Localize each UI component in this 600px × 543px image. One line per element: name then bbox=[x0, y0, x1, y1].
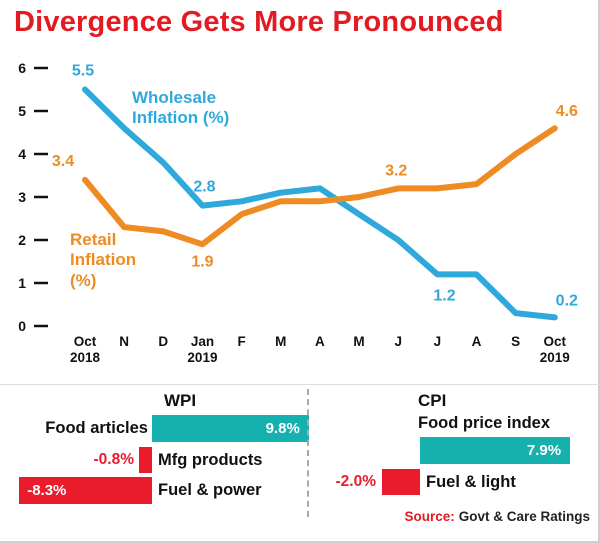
retail-series-label: Retail Inflation (%) bbox=[70, 230, 137, 290]
cpi-title: CPI bbox=[418, 391, 447, 410]
x-axis-tick-label: Jan 2019 bbox=[187, 334, 217, 365]
wpi-title: WPI bbox=[163, 391, 197, 410]
x-axis-tick-label: N bbox=[119, 334, 129, 349]
wpi-value-mfg-products: -0.8% bbox=[93, 451, 135, 468]
y-axis-tick-label: 3 bbox=[18, 189, 26, 205]
wpi-category-fuel-power: Fuel & power bbox=[158, 481, 262, 499]
y-axis-tick-label: 2 bbox=[18, 232, 26, 248]
wholesale-inflation-line bbox=[82, 86, 558, 321]
cpi-value-food-price-index: 7.9% bbox=[526, 442, 562, 459]
wpi-value-food-articles: 9.8% bbox=[265, 420, 300, 437]
source-label: Source: bbox=[404, 509, 455, 524]
source-note: Source: Govt & Care Ratings bbox=[404, 509, 590, 524]
x-axis-tick-label: A bbox=[472, 334, 482, 349]
wpi-category-mfg-products: Mfg products bbox=[158, 451, 263, 469]
x-axis-tick-label: M bbox=[353, 334, 364, 349]
x-axis-tick-label: Oct 2019 bbox=[540, 334, 570, 365]
wholesale-series-label: Wholesale Inflation (%) bbox=[132, 88, 230, 128]
data-point-value-label: 4.6 bbox=[556, 103, 578, 120]
data-point-value-label: 3.4 bbox=[52, 153, 74, 170]
y-axis-tick-label: 5 bbox=[18, 103, 26, 119]
x-axis-tick-label: Oct 2018 bbox=[70, 334, 101, 365]
wpi-value-fuel-power: -8.3% bbox=[27, 482, 67, 499]
panel-divider bbox=[307, 389, 309, 517]
bar-charts-section: WPI Food articles 9.8% -0.8% Mfg product… bbox=[0, 384, 600, 543]
cpi-bar-fuel-light bbox=[382, 469, 420, 495]
data-point-value-label: 2.8 bbox=[193, 179, 215, 196]
x-axis-tick-label: A bbox=[315, 334, 325, 349]
y-axis-tick-label: 4 bbox=[18, 146, 26, 162]
wpi-bar-food-articles: 9.8% bbox=[152, 415, 309, 442]
page-title: Divergence Gets More Pronounced bbox=[14, 6, 504, 38]
x-axis-tick-label: M bbox=[275, 334, 286, 349]
y-axis-tick-label: 6 bbox=[18, 60, 26, 76]
data-point-value-label: 1.2 bbox=[433, 287, 455, 304]
x-axis-tick-label: J bbox=[434, 334, 442, 349]
y-axis-tick-label: 0 bbox=[18, 318, 26, 334]
wpi-bar-mfg-products bbox=[139, 447, 152, 473]
x-axis-tick-label: F bbox=[237, 334, 245, 349]
cpi-category-food-price-index: Food price index bbox=[418, 414, 551, 432]
cpi-category-fuel-light: Fuel & light bbox=[426, 473, 516, 491]
data-point-value-label: 0.2 bbox=[556, 292, 578, 309]
line-chart-svg: 0 1 2 3 4 5 6 Oct 2018 N D Jan 2019 F M A M J J A S Oct 2019 5.… bbox=[18, 60, 578, 365]
data-point-value-label: 3.2 bbox=[385, 162, 407, 179]
x-axis-tick-label: D bbox=[158, 334, 168, 349]
cpi-bar-food-price-index: 7.9% bbox=[420, 437, 571, 464]
wpi-bar-fuel-power: -8.3% bbox=[19, 477, 152, 504]
x-axis-tick-label: S bbox=[511, 334, 520, 349]
wpi-category-food-articles: Food articles bbox=[45, 419, 148, 437]
line-chart: 0 1 2 3 4 5 6 Oct 2018 N D Jan 2019 F M A M J J A S Oct 2019 5.… bbox=[0, 48, 600, 368]
data-point-value-label: 1.9 bbox=[191, 253, 213, 270]
source-text: Govt & Care Ratings bbox=[458, 509, 590, 524]
x-axis-tick-label: J bbox=[394, 334, 402, 349]
retail-inflation-line bbox=[82, 125, 558, 248]
data-point-value-label: 5.5 bbox=[72, 63, 94, 80]
y-axis-tick-label: 1 bbox=[18, 275, 26, 291]
cpi-value-fuel-light: -2.0% bbox=[335, 473, 377, 490]
